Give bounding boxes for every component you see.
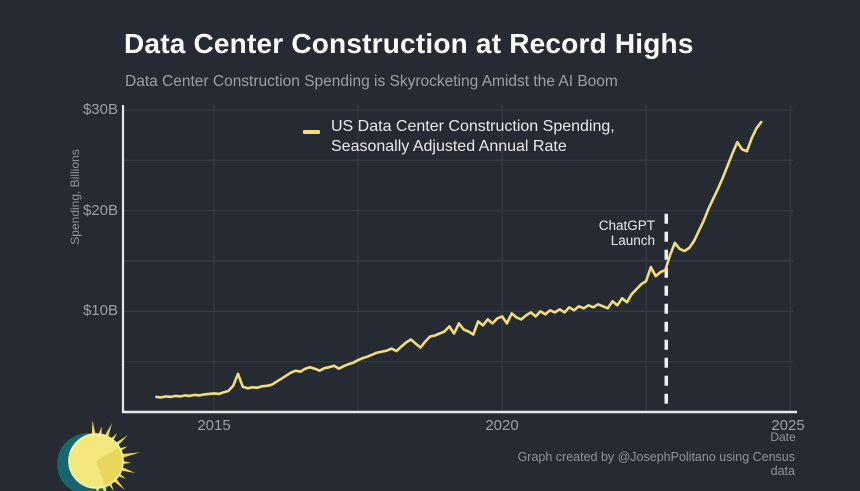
x-tick-2015: 2015 [197,417,231,434]
page-subtitle: Data Center Construction Spending is Sky… [125,73,618,90]
x-tick-2020: 2020 [485,417,519,434]
legend-line-swatch [303,130,320,134]
annotation-line2: Launch [610,232,655,248]
y-tick-30b: $30B [82,101,118,118]
y-tick-20b: $20B [82,202,118,219]
y-axis-title: Spending, Billions [68,149,82,245]
x-axis-title: Date [770,430,796,444]
chatgpt-launch-annotation: ChatGPT Launch [545,218,655,248]
apricitas-sun-logo-icon [57,420,141,491]
attribution-text: Graph created by @JosephPolitano using C… [517,450,795,478]
legend: US Data Center Construction Spending, Se… [303,117,615,157]
x-tick-2025: 2025 [771,417,805,434]
annotation-line1: ChatGPT [598,218,655,233]
legend-label-line1: US Data Center Construction Spending, [331,118,615,135]
legend-label-line2: Seasonally Adjusted Annual Rate [331,138,567,155]
legend-label: US Data Center Construction Spending, Se… [331,117,615,157]
page-title: Data Center Construction at Record Highs [124,28,694,59]
y-tick-10b: $10B [82,302,118,319]
